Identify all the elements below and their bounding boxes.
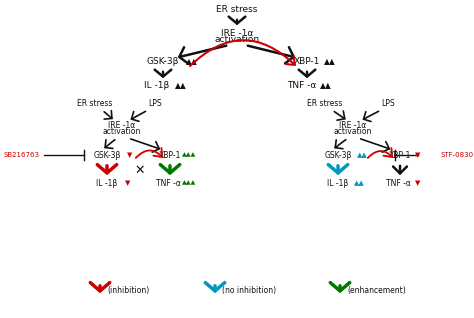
- Text: (no inhibition): (no inhibition): [222, 286, 276, 294]
- Text: LPS: LPS: [148, 99, 162, 107]
- Text: ▲▲: ▲▲: [356, 152, 367, 158]
- Text: SB216763: SB216763: [4, 152, 40, 158]
- Text: ▲▲: ▲▲: [175, 81, 187, 91]
- Text: ▲▲: ▲▲: [186, 58, 198, 66]
- Text: ▲▲▲: ▲▲▲: [182, 181, 196, 185]
- Text: XBP-1: XBP-1: [159, 150, 181, 160]
- Text: IRE -1α: IRE -1α: [221, 29, 253, 38]
- Text: ▼: ▼: [415, 180, 421, 186]
- Text: IRE -1α: IRE -1α: [109, 121, 136, 129]
- Text: XBP-1: XBP-1: [294, 58, 320, 66]
- Text: TNF -α: TNF -α: [155, 178, 181, 188]
- Text: ER stress: ER stress: [77, 99, 113, 107]
- Text: ▲▲: ▲▲: [320, 81, 332, 91]
- Text: ▼: ▼: [128, 152, 133, 158]
- Text: STF-083010: STF-083010: [441, 152, 474, 158]
- Text: ✕: ✕: [135, 163, 145, 176]
- Text: IL -1β: IL -1β: [328, 178, 348, 188]
- Text: (enhancement): (enhancement): [347, 286, 406, 294]
- Text: (inhibition): (inhibition): [107, 286, 149, 294]
- Text: TNF -α: TNF -α: [385, 178, 410, 188]
- Text: activation: activation: [214, 36, 260, 45]
- Text: activation: activation: [103, 128, 141, 136]
- Text: ▼: ▼: [415, 152, 421, 158]
- Text: ▲▲: ▲▲: [354, 180, 365, 186]
- Text: GSK-3β: GSK-3β: [324, 150, 352, 160]
- Text: XBP-1: XBP-1: [389, 150, 411, 160]
- Text: IL -1β: IL -1β: [96, 178, 118, 188]
- Text: GSK-3β: GSK-3β: [93, 150, 121, 160]
- Text: IL -1β: IL -1β: [145, 81, 170, 91]
- Text: LPS: LPS: [381, 99, 395, 107]
- Text: TNF -α: TNF -α: [287, 81, 317, 91]
- Text: ER stress: ER stress: [216, 5, 258, 15]
- Text: ▲▲: ▲▲: [324, 58, 336, 66]
- Text: GSK-3β: GSK-3β: [147, 58, 179, 66]
- Text: ▲▲▲: ▲▲▲: [182, 153, 196, 157]
- Text: ▼: ▼: [125, 180, 131, 186]
- Text: ER stress: ER stress: [307, 99, 343, 107]
- Text: IRE -1α: IRE -1α: [339, 121, 366, 129]
- Text: activation: activation: [334, 128, 372, 136]
